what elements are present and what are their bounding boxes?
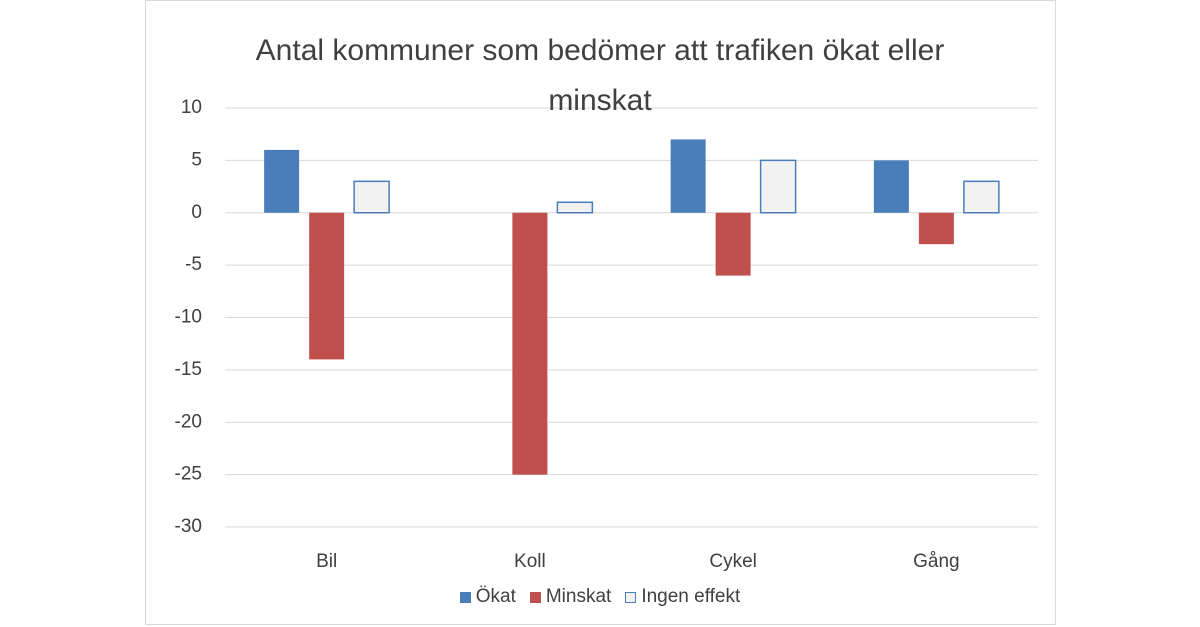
bar <box>309 212 345 360</box>
x-tick-label: Koll <box>514 551 546 572</box>
legend-item: Ökat <box>459 586 516 608</box>
y-tick-label: -15 <box>175 359 202 380</box>
x-tick-label: Cykel <box>709 551 757 572</box>
bar <box>918 212 954 245</box>
y-tick-label: -5 <box>185 254 202 275</box>
bar <box>556 201 594 214</box>
legend-label: Ökat <box>475 586 516 607</box>
bar <box>715 212 751 276</box>
legend-swatch <box>529 591 541 603</box>
chart-frame <box>145 0 1056 625</box>
legend-label: Ingen effekt <box>641 586 741 607</box>
bar <box>759 159 797 214</box>
legend-item: Minskat <box>529 586 612 608</box>
legend-swatch <box>459 591 471 603</box>
y-tick-label: 5 <box>191 149 202 170</box>
y-tick-label: -30 <box>175 516 202 537</box>
chart-title: Antal kommuner som bedömer att trafiken … <box>255 34 945 117</box>
y-tick-label: 10 <box>181 97 202 118</box>
x-tick-label: Bil <box>316 551 337 572</box>
bar <box>512 212 548 475</box>
legend-item: Ingen effekt <box>625 586 740 608</box>
bar <box>264 149 300 213</box>
y-tick-label: -20 <box>175 411 202 432</box>
bar <box>873 160 909 213</box>
bar <box>670 139 706 213</box>
x-tick-label: Gång <box>913 551 959 572</box>
bar <box>353 180 390 214</box>
legend-label: Minskat <box>545 586 612 607</box>
y-tick-label: -25 <box>175 464 202 485</box>
bar <box>963 180 1000 214</box>
legend-swatch <box>625 591 637 603</box>
y-tick-label: -10 <box>175 307 202 328</box>
legend: Ökat Minskat Ingen effekt <box>145 586 1055 608</box>
y-tick-label: 0 <box>191 202 202 223</box>
